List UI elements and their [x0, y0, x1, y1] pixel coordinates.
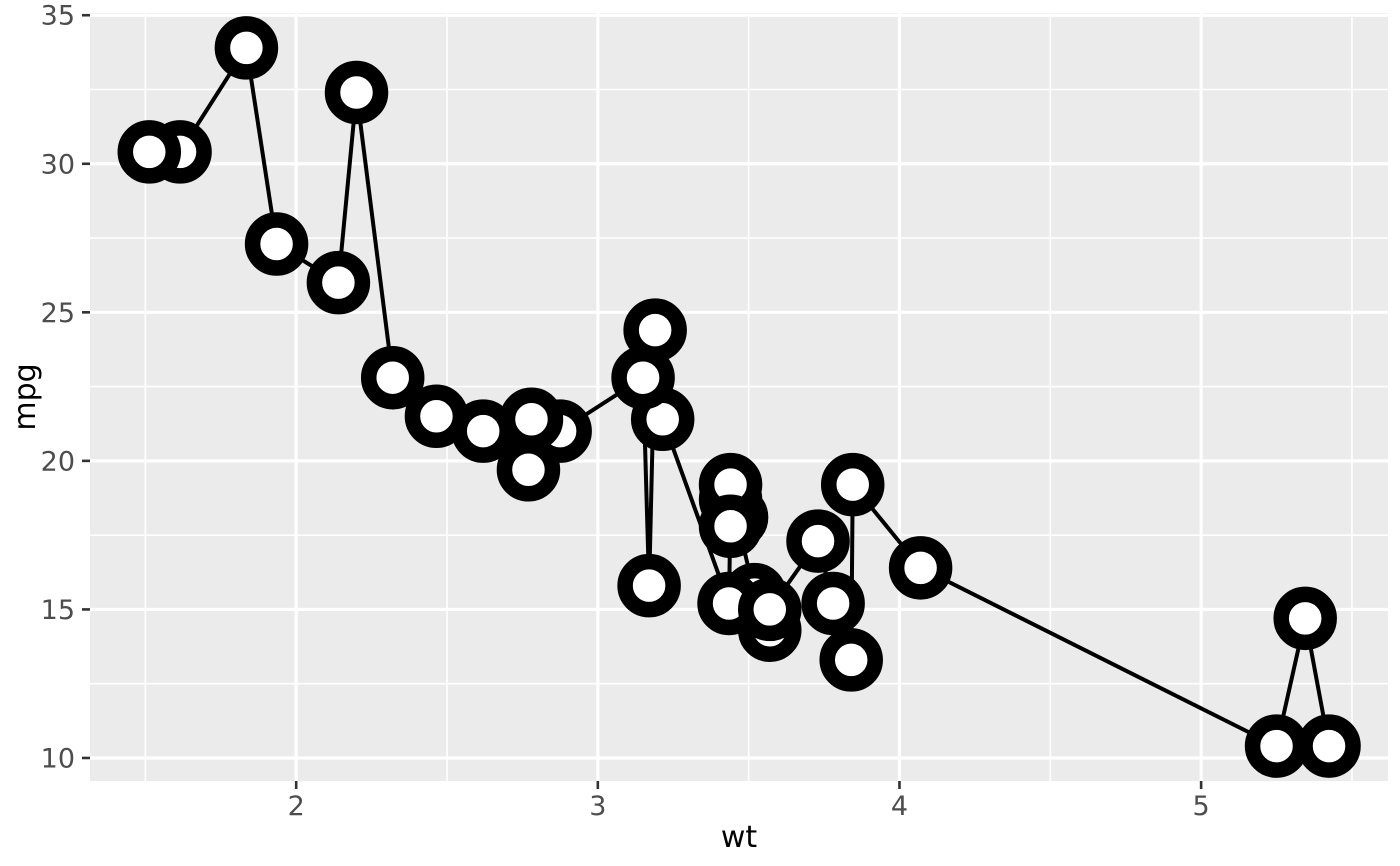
- data-point: [306, 250, 371, 315]
- y-tick-label: 30: [41, 149, 75, 180]
- data-point: [404, 384, 469, 449]
- data-point: [801, 571, 865, 636]
- data-point: [499, 387, 564, 452]
- data-point: [1273, 586, 1337, 651]
- data-point: [244, 212, 309, 276]
- data-point: [738, 577, 802, 642]
- data-point: [360, 345, 425, 410]
- data-point: [617, 553, 681, 618]
- data-point: [820, 452, 885, 517]
- data-point: [324, 60, 389, 125]
- y-tick-label: 20: [41, 446, 75, 477]
- data-point: [888, 536, 953, 600]
- y-axis-title: mpg: [8, 363, 43, 431]
- x-tick-label: 2: [288, 791, 305, 822]
- data-point: [786, 509, 850, 573]
- data-point: [1297, 714, 1361, 778]
- y-tick-label: 10: [41, 743, 75, 774]
- x-tick-label: 4: [891, 791, 908, 822]
- data-point: [496, 438, 561, 502]
- y-tick-label: 35: [41, 1, 75, 32]
- data-point: [698, 494, 763, 558]
- data-point: [117, 120, 182, 184]
- x-tick-label: 5: [1193, 791, 1210, 822]
- y-tick-label: 25: [41, 298, 75, 329]
- x-axis-title: wt: [720, 820, 758, 855]
- data-point: [611, 345, 675, 410]
- y-tick-label: 15: [41, 595, 75, 626]
- panel-background: [90, 13, 1388, 781]
- data-point: [214, 16, 279, 80]
- data-point: [819, 628, 883, 692]
- data-point: [1244, 714, 1309, 778]
- x-tick-label: 3: [589, 791, 606, 822]
